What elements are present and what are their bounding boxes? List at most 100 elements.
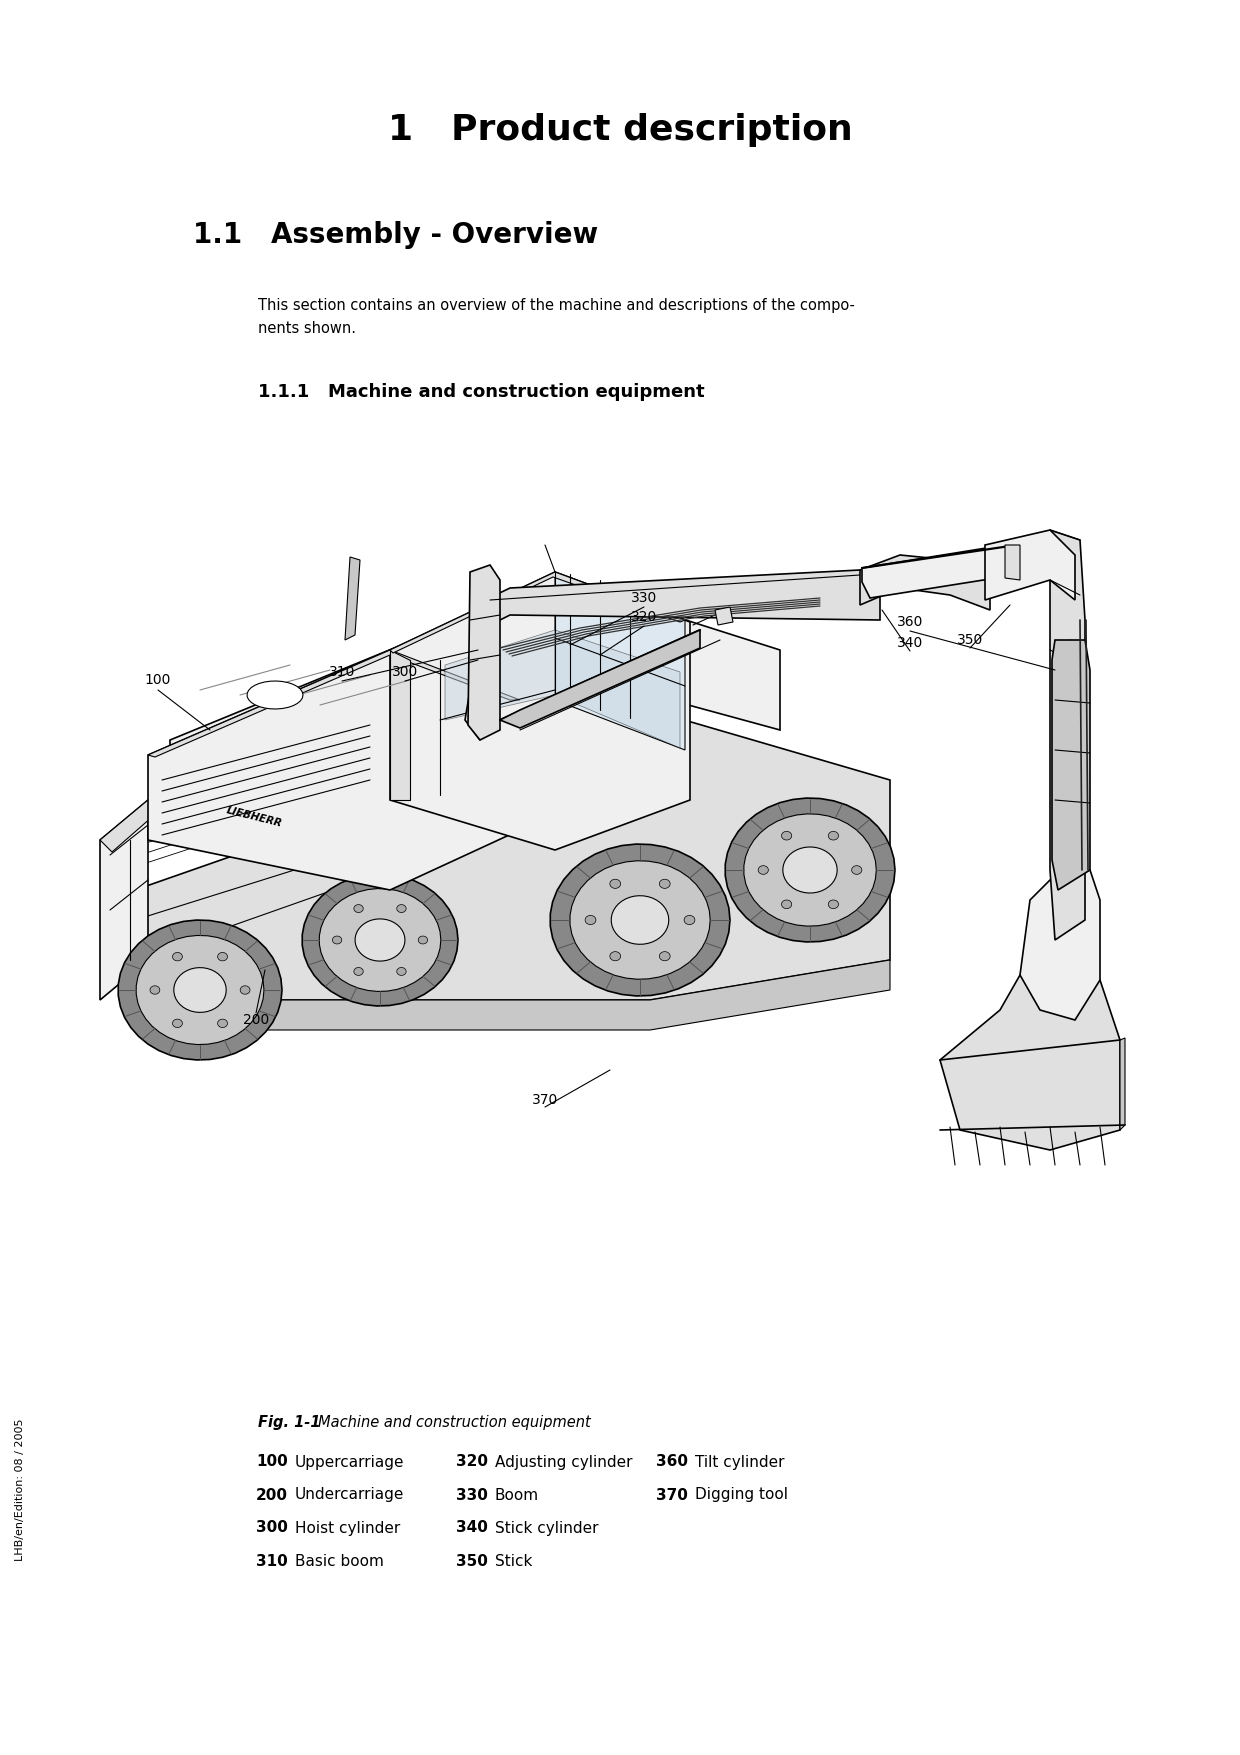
Polygon shape	[355, 920, 405, 962]
Polygon shape	[353, 904, 363, 913]
Polygon shape	[828, 900, 838, 909]
Polygon shape	[391, 649, 410, 800]
Text: 320: 320	[456, 1455, 489, 1469]
Text: 310: 310	[255, 1553, 288, 1569]
Text: 100: 100	[255, 1455, 288, 1469]
Text: 1.1.1   Machine and construction equipment: 1.1.1 Machine and construction equipment	[258, 383, 704, 400]
Polygon shape	[852, 865, 862, 874]
Polygon shape	[660, 951, 670, 960]
Text: Machine and construction equipment: Machine and construction equipment	[317, 1415, 590, 1430]
Text: nents shown.: nents shown.	[258, 321, 356, 335]
Text: 1   Product description: 1 Product description	[388, 112, 852, 147]
Polygon shape	[391, 572, 689, 849]
Polygon shape	[744, 814, 877, 927]
Polygon shape	[861, 555, 990, 611]
Polygon shape	[391, 760, 660, 870]
Text: 300: 300	[255, 1520, 288, 1536]
Text: 200: 200	[243, 1013, 269, 1027]
Text: 340: 340	[897, 635, 923, 649]
Polygon shape	[345, 556, 360, 641]
Text: LIEBHERR: LIEBHERR	[224, 806, 283, 828]
Polygon shape	[150, 986, 160, 993]
Text: Basic boom: Basic boom	[295, 1553, 384, 1569]
Polygon shape	[174, 967, 226, 1013]
Polygon shape	[610, 879, 621, 888]
Text: Stick cylinder: Stick cylinder	[495, 1520, 599, 1536]
Polygon shape	[218, 953, 227, 960]
Polygon shape	[135, 711, 890, 1000]
Polygon shape	[500, 630, 701, 728]
Polygon shape	[1050, 530, 1085, 941]
Polygon shape	[467, 565, 500, 741]
Polygon shape	[241, 986, 250, 993]
Polygon shape	[100, 800, 160, 851]
Polygon shape	[862, 546, 1016, 598]
Polygon shape	[781, 832, 791, 841]
Text: 100: 100	[145, 672, 171, 686]
Polygon shape	[445, 630, 680, 748]
Text: 340: 340	[456, 1520, 487, 1536]
Text: 370: 370	[532, 1093, 558, 1107]
Polygon shape	[397, 904, 407, 913]
Text: This section contains an overview of the machine and descriptions of the compo-: This section contains an overview of the…	[258, 298, 854, 312]
Polygon shape	[551, 844, 730, 995]
Text: Tilt cylinder: Tilt cylinder	[694, 1455, 785, 1469]
Polygon shape	[758, 865, 769, 874]
Polygon shape	[418, 935, 428, 944]
Polygon shape	[1120, 1037, 1125, 1130]
Text: 360: 360	[656, 1455, 688, 1469]
Polygon shape	[172, 1020, 182, 1027]
Polygon shape	[940, 976, 1120, 1150]
Polygon shape	[985, 530, 1075, 600]
Polygon shape	[118, 920, 281, 1060]
Polygon shape	[135, 841, 391, 960]
Text: Digging tool: Digging tool	[694, 1488, 787, 1502]
Text: Boom: Boom	[495, 1488, 539, 1502]
Text: LHB/en/Edition: 08 / 2005: LHB/en/Edition: 08 / 2005	[15, 1418, 25, 1562]
Polygon shape	[585, 916, 596, 925]
Polygon shape	[660, 879, 670, 888]
Text: 330: 330	[631, 591, 657, 605]
Text: Stick: Stick	[495, 1553, 532, 1569]
Polygon shape	[135, 960, 890, 1030]
Polygon shape	[391, 572, 684, 653]
Polygon shape	[148, 649, 520, 890]
Polygon shape	[684, 916, 694, 925]
Polygon shape	[782, 848, 837, 893]
Polygon shape	[1004, 546, 1021, 579]
Text: Fig. 1-1: Fig. 1-1	[258, 1415, 320, 1430]
Text: Undercarriage: Undercarriage	[295, 1488, 404, 1502]
Text: 300: 300	[392, 665, 418, 679]
Polygon shape	[303, 874, 458, 1006]
Polygon shape	[1052, 641, 1090, 890]
Polygon shape	[570, 860, 711, 979]
Text: 360: 360	[897, 614, 924, 628]
Polygon shape	[170, 579, 780, 841]
Text: 350: 350	[957, 634, 983, 648]
Text: Adjusting cylinder: Adjusting cylinder	[495, 1455, 632, 1469]
Polygon shape	[172, 953, 182, 960]
Polygon shape	[136, 935, 264, 1044]
Polygon shape	[610, 951, 621, 960]
Polygon shape	[556, 572, 684, 749]
Polygon shape	[218, 1020, 227, 1027]
Text: 1.1   Assembly - Overview: 1.1 Assembly - Overview	[193, 221, 598, 249]
Polygon shape	[353, 967, 363, 976]
Polygon shape	[828, 832, 838, 841]
Polygon shape	[332, 935, 342, 944]
Polygon shape	[611, 895, 668, 944]
Text: 350: 350	[456, 1553, 487, 1569]
Polygon shape	[781, 900, 791, 909]
Polygon shape	[397, 967, 407, 976]
Text: 370: 370	[656, 1488, 688, 1502]
Polygon shape	[148, 649, 520, 756]
Polygon shape	[715, 607, 733, 625]
Text: Uppercarriage: Uppercarriage	[295, 1455, 404, 1469]
Text: 330: 330	[456, 1488, 487, 1502]
Polygon shape	[100, 800, 148, 1000]
Text: 320: 320	[631, 611, 657, 625]
Text: 310: 310	[329, 665, 355, 679]
Polygon shape	[320, 888, 441, 992]
Polygon shape	[465, 570, 880, 741]
Text: 200: 200	[255, 1488, 288, 1502]
